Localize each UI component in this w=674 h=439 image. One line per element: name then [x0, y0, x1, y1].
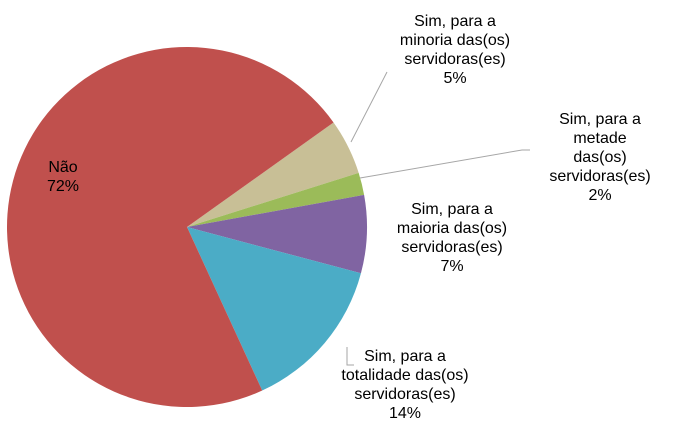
pie-slice — [7, 47, 334, 407]
leader-line — [346, 347, 354, 366]
value-label: 14% — [388, 405, 422, 422]
category-name: Sim, para a metade das(os) servidoras(es… — [549, 111, 651, 185]
pie-slice — [187, 227, 361, 391]
slice-label: Sim, para a minoria das(os) servidoras(e… — [390, 12, 520, 88]
value-label: 2% — [588, 187, 612, 204]
slice-label: Sim, para a maioria das(os) servidoras(e… — [387, 200, 517, 276]
category-name: Sim, para a minoria das(os) servidoras(e… — [399, 13, 511, 68]
leader-line — [350, 71, 388, 143]
pie-slice — [187, 172, 365, 227]
category-name: Sim, para a totalidade das(os) servidora… — [341, 348, 469, 403]
slice-label: Sim, para a totalidade das(os) servidora… — [330, 347, 480, 423]
leader-line — [359, 149, 530, 179]
slice-label: Sim, para a metade das(os) servidoras(es… — [545, 110, 655, 205]
slice-label: Não 72% — [23, 158, 103, 196]
category-name: Sim, para a maioria das(os) servidoras(e… — [396, 201, 508, 256]
value-label: 7% — [440, 258, 464, 275]
pie-slice — [187, 122, 359, 227]
value-label: 72% — [46, 178, 80, 195]
pie-slice — [187, 194, 368, 274]
category-name: Não — [48, 159, 78, 176]
value-label: 5% — [443, 70, 467, 87]
